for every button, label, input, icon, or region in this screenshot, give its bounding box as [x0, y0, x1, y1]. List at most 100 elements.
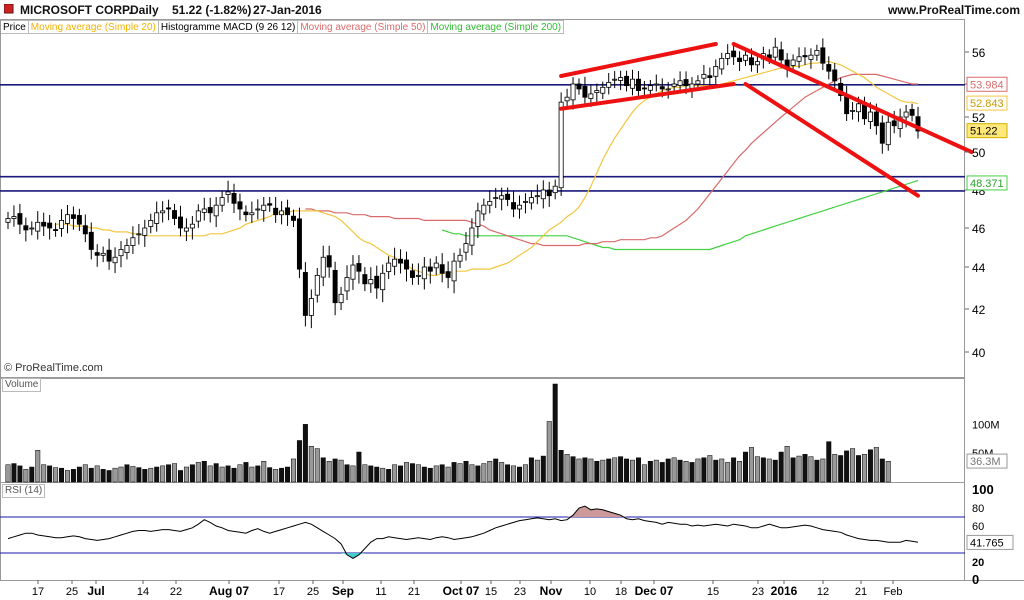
candle-body	[534, 195, 540, 198]
volume-bar	[76, 466, 82, 483]
candle-body	[70, 214, 76, 219]
candle-body	[600, 86, 606, 94]
candle-body	[624, 75, 630, 87]
volume-bar	[731, 457, 737, 483]
price-marker-label: 52.843	[970, 98, 1004, 110]
volume-bar	[873, 447, 879, 483]
volume-bar	[469, 464, 475, 483]
candle-body	[546, 189, 552, 197]
candle-body	[76, 215, 82, 225]
x-tick-label: Aug 07	[209, 584, 249, 598]
candle	[374, 265, 380, 299]
volume-bar	[291, 458, 296, 483]
candle-body	[94, 252, 100, 256]
volume-bar	[463, 460, 469, 483]
candle-body	[332, 269, 338, 304]
candle	[445, 261, 451, 289]
volume-bar	[356, 451, 362, 483]
candle	[719, 52, 725, 75]
trend-channel-line-3	[743, 82, 920, 198]
candle	[344, 265, 350, 300]
price-marker-box	[966, 95, 1008, 111]
candle	[701, 64, 707, 86]
candle	[665, 81, 671, 99]
candle-body	[225, 191, 231, 195]
candle-body	[909, 109, 915, 116]
candle-body	[850, 110, 856, 112]
volume-bar	[796, 455, 802, 483]
candle	[897, 108, 903, 138]
candle-body	[552, 185, 558, 194]
volume-bar	[861, 454, 867, 483]
candle-body	[683, 79, 689, 87]
volume-bar	[481, 463, 487, 483]
candle	[879, 115, 885, 154]
rsi-overbought-fill	[567, 506, 627, 517]
candle	[832, 63, 838, 91]
volume-bar	[493, 458, 499, 483]
volume-bar	[713, 459, 719, 483]
candle-body	[439, 264, 445, 274]
legend-sma200[interactable]: Moving average (Simple 200)	[428, 20, 565, 34]
candle-body	[796, 56, 802, 62]
candle-body	[618, 77, 624, 81]
candle	[213, 197, 219, 228]
candle	[844, 85, 850, 122]
candle-body	[558, 101, 564, 189]
volume-bar	[719, 458, 725, 483]
legend-sma20[interactable]: Moving average (Simple 20)	[28, 20, 159, 34]
candle	[88, 222, 94, 260]
legend-sma50[interactable]: Moving average (Simple 50)	[298, 20, 429, 34]
candle-body	[53, 229, 59, 231]
volume-bar	[11, 463, 17, 483]
price-marker: 52.843	[966, 95, 1008, 111]
volume-bar	[838, 455, 844, 483]
candle	[647, 80, 653, 97]
x-tick-label: Dec 07	[635, 584, 674, 598]
candle-body	[82, 225, 88, 235]
candle-body	[231, 193, 237, 204]
candle-body	[314, 274, 320, 296]
volume-bar	[826, 441, 832, 483]
candle-body	[344, 277, 350, 292]
volume-bar	[528, 457, 534, 483]
volume-bar	[600, 459, 606, 483]
volume-bar	[624, 458, 630, 483]
volume-bar	[285, 466, 291, 483]
candle	[302, 262, 308, 327]
candle-body	[421, 266, 427, 280]
candle-body	[647, 85, 653, 91]
volume-bar	[743, 451, 748, 483]
candle	[380, 264, 386, 303]
volume-bar	[689, 462, 695, 483]
candle	[183, 218, 189, 242]
candle	[356, 255, 362, 284]
candle	[677, 71, 683, 93]
volume-bar	[784, 446, 790, 483]
candle	[314, 268, 320, 303]
candle-body	[701, 74, 707, 79]
candle-body	[160, 210, 166, 214]
volume-bar	[409, 463, 415, 483]
candle	[225, 180, 231, 203]
candle-body	[356, 263, 362, 272]
x-tick-label: 18	[615, 586, 627, 598]
site-link[interactable]: www.ProRealTime.com	[887, 3, 1020, 17]
candle-body	[588, 93, 594, 99]
candle-body	[897, 116, 903, 129]
x-tick-label: 25	[307, 586, 319, 598]
volume-bar	[332, 458, 338, 483]
candle-body	[481, 204, 487, 215]
candle	[243, 205, 249, 222]
candle	[82, 214, 88, 243]
price-marker: 51.22	[966, 123, 1008, 139]
volume-bar	[421, 466, 427, 483]
candle-body	[885, 121, 891, 146]
legend-macd[interactable]: Histogramme MACD (9 26 12)	[158, 20, 299, 34]
candle-body	[100, 252, 106, 256]
rsi-panel-frame	[0, 482, 965, 581]
candle	[386, 256, 392, 279]
x-tick-label: 25	[66, 586, 78, 598]
candle	[469, 218, 475, 256]
